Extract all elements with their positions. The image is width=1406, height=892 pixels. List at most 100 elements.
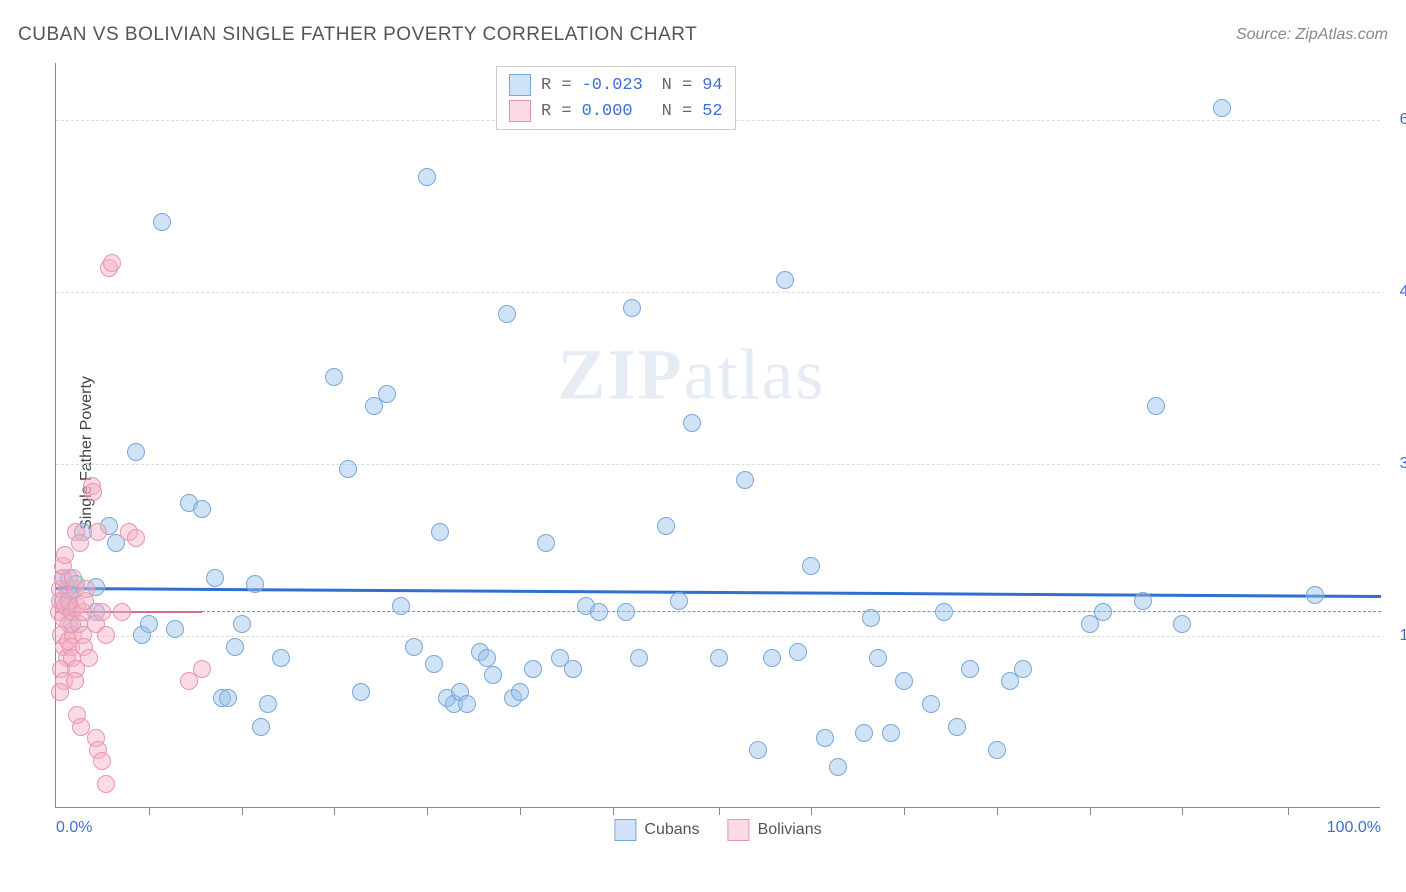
- bottom-legend-item: Bolivians: [728, 819, 822, 841]
- scatter-point: [763, 649, 781, 667]
- plot-area: ZIPatlas R = -0.023 N = 94 R = 0.000 N =…: [55, 63, 1380, 808]
- scatter-point: [339, 460, 357, 478]
- x-tick: [1182, 807, 1183, 815]
- x-tick: [719, 807, 720, 815]
- scatter-point: [93, 752, 111, 770]
- scatter-point: [623, 299, 641, 317]
- x-tick: [997, 807, 998, 815]
- regression-line-dashed: [202, 611, 1381, 612]
- scatter-point: [259, 695, 277, 713]
- x-tick: [1288, 807, 1289, 815]
- scatter-point: [425, 655, 443, 673]
- chart-header: CUBAN VS BOLIVIAN SINGLE FATHER POVERTY …: [18, 24, 1388, 46]
- scatter-point: [862, 609, 880, 627]
- stats-r-value: -0.023: [582, 76, 652, 95]
- scatter-point: [882, 724, 900, 742]
- x-tick-label: 0.0%: [56, 819, 92, 837]
- x-tick: [904, 807, 905, 815]
- scatter-point: [1134, 592, 1152, 610]
- x-tick: [811, 807, 812, 815]
- scatter-point: [166, 620, 184, 638]
- y-tick-label: 15.0%: [1400, 627, 1406, 645]
- scatter-point: [1173, 615, 1191, 633]
- stats-n-value: 52: [702, 102, 722, 121]
- scatter-point: [153, 213, 171, 231]
- scatter-point: [127, 443, 145, 461]
- scatter-point: [670, 592, 688, 610]
- chart-source: Source: ZipAtlas.com: [1236, 26, 1388, 44]
- scatter-point: [193, 660, 211, 678]
- stats-r-value: 0.000: [582, 102, 652, 121]
- y-tick-label: 60.0%: [1400, 111, 1406, 129]
- scatter-point: [392, 597, 410, 615]
- scatter-point: [418, 168, 436, 186]
- scatter-point: [378, 385, 396, 403]
- scatter-point: [948, 718, 966, 736]
- scatter-point: [84, 483, 102, 501]
- bottom-legend-item: Cubans: [614, 819, 699, 841]
- scatter-point: [77, 580, 95, 598]
- scatter-point: [895, 672, 913, 690]
- scatter-point: [484, 666, 502, 684]
- stats-n-label: N =: [662, 102, 693, 121]
- scatter-point: [736, 471, 754, 489]
- scatter-point: [252, 718, 270, 736]
- stats-legend: R = -0.023 N = 94 R = 0.000 N = 52: [496, 66, 736, 130]
- chart-title: CUBAN VS BOLIVIAN SINGLE FATHER POVERTY …: [18, 24, 697, 46]
- scatter-point: [524, 660, 542, 678]
- gridline: [56, 292, 1380, 293]
- scatter-point: [97, 775, 115, 793]
- scatter-point: [405, 638, 423, 656]
- scatter-point: [855, 724, 873, 742]
- scatter-point: [93, 603, 111, 621]
- scatter-point: [816, 729, 834, 747]
- legend-label: Cubans: [644, 821, 699, 839]
- scatter-point: [1147, 397, 1165, 415]
- scatter-point: [617, 603, 635, 621]
- scatter-point: [127, 529, 145, 547]
- scatter-point: [97, 626, 115, 644]
- scatter-point: [1306, 586, 1324, 604]
- scatter-point: [683, 414, 701, 432]
- scatter-point: [802, 557, 820, 575]
- scatter-point: [988, 741, 1006, 759]
- x-tick: [613, 807, 614, 815]
- scatter-point: [935, 603, 953, 621]
- scatter-point: [272, 649, 290, 667]
- stats-n-value: 94: [702, 76, 722, 95]
- scatter-point: [226, 638, 244, 656]
- scatter-point: [776, 271, 794, 289]
- scatter-point: [233, 615, 251, 633]
- scatter-point: [498, 305, 516, 323]
- scatter-point: [590, 603, 608, 621]
- scatter-point: [564, 660, 582, 678]
- y-tick-label: 45.0%: [1400, 283, 1406, 301]
- x-tick-label: 100.0%: [1327, 819, 1381, 837]
- scatter-point: [458, 695, 476, 713]
- legend-swatch: [509, 74, 531, 96]
- scatter-point: [922, 695, 940, 713]
- scatter-point: [511, 683, 529, 701]
- scatter-point: [113, 603, 131, 621]
- scatter-point: [325, 368, 343, 386]
- scatter-point: [789, 643, 807, 661]
- stats-legend-row: R = 0.000 N = 52: [509, 98, 723, 124]
- stats-r-label: R =: [541, 102, 572, 121]
- legend-label: Bolivians: [758, 821, 822, 839]
- scatter-point: [103, 254, 121, 272]
- gridline: [56, 636, 1380, 637]
- legend-swatch: [614, 819, 636, 841]
- x-tick: [149, 807, 150, 815]
- x-tick: [242, 807, 243, 815]
- x-tick: [427, 807, 428, 815]
- scatter-point: [749, 741, 767, 759]
- scatter-point: [193, 500, 211, 518]
- chart-container: Single Father Poverty ZIPatlas R = -0.02…: [50, 58, 1390, 848]
- stats-legend-row: R = -0.023 N = 94: [509, 72, 723, 98]
- scatter-point: [1094, 603, 1112, 621]
- scatter-point: [869, 649, 887, 667]
- scatter-point: [630, 649, 648, 667]
- scatter-point: [829, 758, 847, 776]
- bottom-legend: Cubans Bolivians: [614, 819, 821, 841]
- stats-r-label: R =: [541, 76, 572, 95]
